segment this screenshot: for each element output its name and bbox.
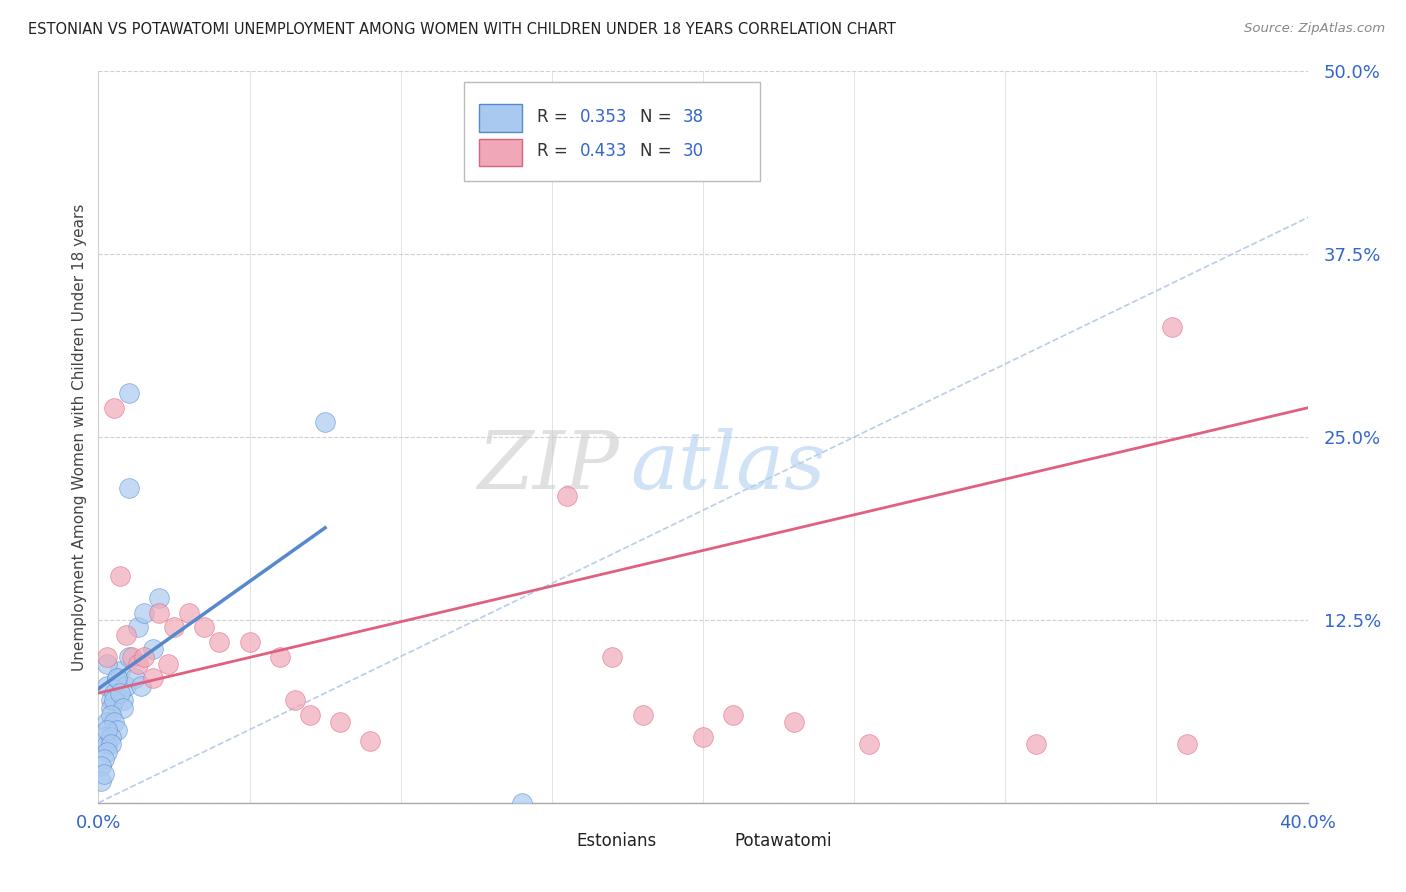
Point <box>111 700 134 714</box>
Text: Estonians: Estonians <box>576 832 657 850</box>
Point <box>90 759 112 773</box>
Point <box>100 693 122 707</box>
Point <box>193 620 215 634</box>
Point <box>103 715 125 730</box>
Point <box>329 715 352 730</box>
Text: 30: 30 <box>682 142 703 160</box>
Point <box>93 752 115 766</box>
Point <box>127 657 149 671</box>
Point <box>127 620 149 634</box>
Point <box>132 649 155 664</box>
Point <box>105 723 128 737</box>
Point <box>96 679 118 693</box>
Text: N =: N = <box>640 108 678 126</box>
Point <box>100 708 122 723</box>
Text: ZIP: ZIP <box>477 427 619 505</box>
Point <box>100 700 122 714</box>
Point <box>299 708 322 723</box>
Point <box>239 635 262 649</box>
Point <box>723 708 745 723</box>
Point <box>783 715 806 730</box>
FancyBboxPatch shape <box>464 82 759 181</box>
Point <box>602 649 624 664</box>
Point <box>132 606 155 620</box>
FancyBboxPatch shape <box>479 104 522 132</box>
Point <box>108 569 131 583</box>
Point <box>555 489 578 503</box>
Text: ESTONIAN VS POTAWATOMI UNEMPLOYMENT AMONG WOMEN WITH CHILDREN UNDER 18 YEARS COR: ESTONIAN VS POTAWATOMI UNEMPLOYMENT AMON… <box>28 22 896 37</box>
Point <box>111 693 134 707</box>
FancyBboxPatch shape <box>697 832 727 850</box>
Point <box>692 730 714 744</box>
Point <box>124 672 146 686</box>
Point <box>96 715 118 730</box>
Point <box>858 737 880 751</box>
Point <box>114 679 136 693</box>
Point <box>96 737 118 751</box>
Point <box>360 734 382 748</box>
Point <box>163 620 186 634</box>
Point <box>179 606 201 620</box>
Text: 38: 38 <box>682 108 703 126</box>
Point <box>284 693 307 707</box>
Point <box>96 657 118 671</box>
Text: 0.433: 0.433 <box>579 142 627 160</box>
Text: R =: R = <box>537 108 574 126</box>
Text: Potawatomi: Potawatomi <box>734 832 832 850</box>
Point <box>100 730 122 744</box>
Point <box>105 672 128 686</box>
Point <box>631 708 654 723</box>
Point <box>96 745 118 759</box>
FancyBboxPatch shape <box>540 832 569 850</box>
Point <box>208 635 231 649</box>
Point <box>269 649 291 664</box>
Text: N =: N = <box>640 142 678 160</box>
Text: 0.353: 0.353 <box>579 108 627 126</box>
Point <box>142 642 165 657</box>
Point <box>129 679 152 693</box>
Point <box>96 649 118 664</box>
Point <box>142 672 165 686</box>
Point <box>314 416 336 430</box>
Point <box>103 686 125 700</box>
Point <box>114 627 136 641</box>
Point <box>1175 737 1198 751</box>
Y-axis label: Unemployment Among Women with Children Under 18 years: Unemployment Among Women with Children U… <box>72 203 87 671</box>
Point <box>118 481 141 495</box>
Point <box>96 723 118 737</box>
Point <box>156 657 179 671</box>
Point <box>1024 737 1046 751</box>
Point <box>118 649 141 664</box>
Point <box>93 766 115 780</box>
Point <box>105 672 128 686</box>
Point <box>90 773 112 788</box>
Text: Source: ZipAtlas.com: Source: ZipAtlas.com <box>1244 22 1385 36</box>
Point <box>103 693 125 707</box>
Point <box>93 730 115 744</box>
Point <box>103 401 125 415</box>
Point <box>510 796 533 810</box>
Point <box>108 664 131 678</box>
Point <box>100 737 122 751</box>
Text: R =: R = <box>537 142 574 160</box>
Point <box>1160 320 1182 334</box>
Point <box>108 686 131 700</box>
Point <box>148 606 170 620</box>
FancyBboxPatch shape <box>479 138 522 167</box>
Text: atlas: atlas <box>630 427 825 505</box>
Point <box>121 649 143 664</box>
Point <box>148 591 170 605</box>
Point <box>118 386 141 401</box>
